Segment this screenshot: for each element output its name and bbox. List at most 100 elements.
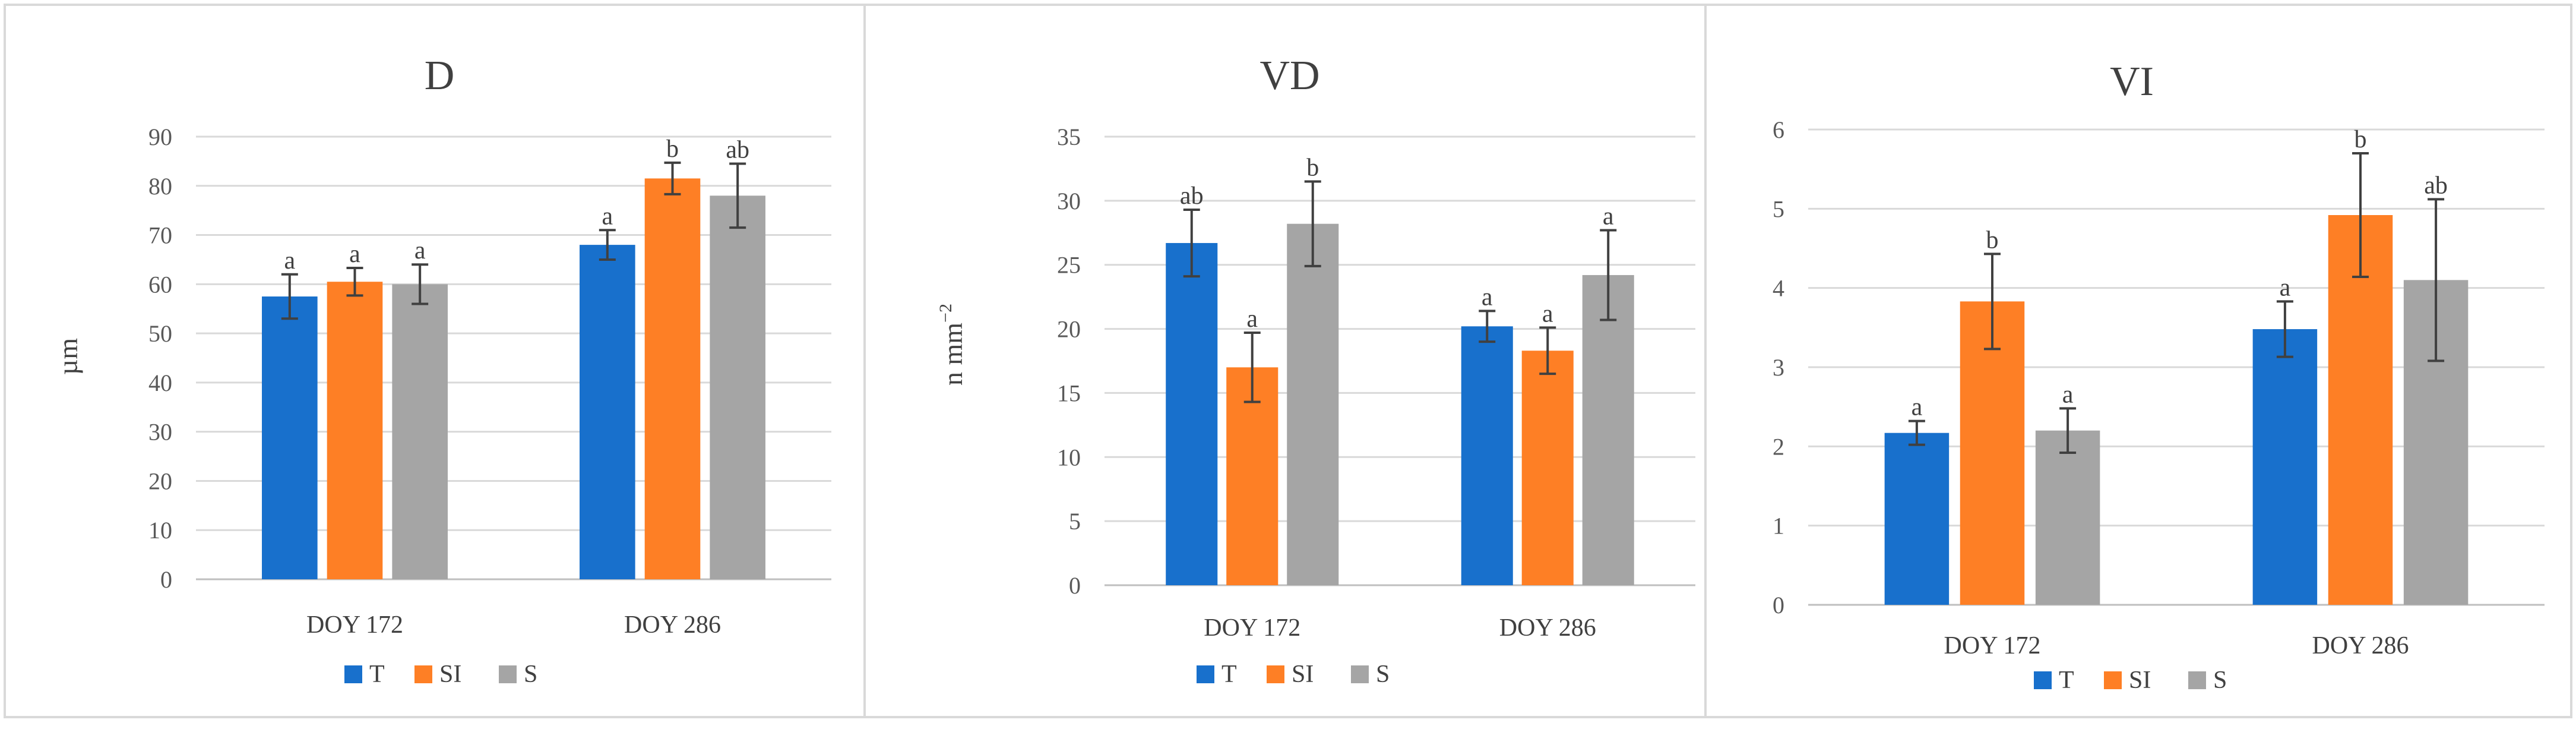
legend-swatch-s <box>499 665 517 683</box>
legend-label-s: S <box>1376 661 1390 688</box>
y-tick-label: 30 <box>148 419 172 446</box>
chart-title: VI <box>2110 59 2154 105</box>
x-category-label: DOY 286 <box>624 611 721 639</box>
significance-label: b <box>1986 226 1999 254</box>
y-tick-label: 10 <box>1057 444 1081 471</box>
legend-label-t: T <box>1221 661 1237 688</box>
significance-label: a <box>1482 283 1493 311</box>
legend-label-si: SI <box>1292 661 1314 688</box>
bar-s-doy-172 <box>2035 430 2100 605</box>
y-tick-label: 0 <box>1773 592 1784 618</box>
legend-label-si: SI <box>439 661 461 688</box>
y-tick-label: 0 <box>1069 572 1081 599</box>
y-axis-label-text: n mm <box>938 323 968 386</box>
x-category-label: DOY 286 <box>1499 614 1596 642</box>
y-tick-label: 2 <box>1773 433 1784 460</box>
y-tick-label: 60 <box>148 271 172 298</box>
legend-swatch-si <box>414 665 432 683</box>
bar-s-doy-286 <box>1582 274 1634 585</box>
panel-frame <box>863 4 1707 718</box>
legend: T SI S <box>2034 667 2227 694</box>
significance-label: a <box>1603 203 1614 230</box>
legend: T SI S <box>1197 661 1390 688</box>
bar-si-doy-286 <box>2328 215 2393 605</box>
y-tick-label: 0 <box>160 566 172 593</box>
bar-t-doy-172 <box>1884 433 1950 605</box>
x-category-label: DOY 172 <box>1204 614 1300 642</box>
significance-label: a <box>414 237 426 264</box>
significance-label: b <box>2355 126 2367 153</box>
significance-label: ab <box>1180 182 1204 210</box>
bar-t-doy-172 <box>1166 243 1218 585</box>
legend-swatch-si <box>1267 665 1284 683</box>
bar-t-doy-286 <box>2252 329 2318 605</box>
significance-label: ab <box>2424 172 2448 199</box>
y-tick-label: 70 <box>148 222 172 249</box>
legend-swatch-t <box>2034 671 2052 689</box>
significance-label: a <box>1246 305 1258 333</box>
y-tick-label: 5 <box>1069 508 1081 535</box>
bar-t-doy-172 <box>262 296 318 579</box>
bar-si-doy-286 <box>1521 351 1574 585</box>
y-tick-label: 40 <box>148 370 172 396</box>
y-tick-label: 15 <box>1057 380 1081 406</box>
significance-label: b <box>1306 154 1319 182</box>
y-axis-label: µm <box>53 338 83 375</box>
legend: T SI S <box>344 661 537 688</box>
significance-label: a <box>602 203 613 230</box>
significance-label: a <box>1542 300 1553 327</box>
legend-label-s: S <box>2213 667 2227 694</box>
legend-label-t: T <box>369 661 385 688</box>
x-category-label: DOY 172 <box>1944 632 2041 659</box>
bar-si-doy-172 <box>1960 301 2025 605</box>
x-category-label: DOY 172 <box>306 611 403 639</box>
y-tick-label: 25 <box>1057 252 1081 279</box>
y-tick-label: 20 <box>1057 316 1081 343</box>
y-tick-label: 5 <box>1773 195 1784 222</box>
y-tick-label: 4 <box>1773 275 1784 302</box>
bar-si-doy-172 <box>1226 367 1278 585</box>
legend-swatch-s <box>2188 671 2206 689</box>
significance-label: ab <box>726 137 749 164</box>
y-tick-label: 35 <box>1057 124 1081 150</box>
bar-si-doy-172 <box>327 282 383 579</box>
legend-swatch-si <box>2104 671 2122 689</box>
y-tick-label: 50 <box>148 320 172 347</box>
bar-t-doy-286 <box>580 245 635 580</box>
y-tick-label: 1 <box>1773 513 1784 539</box>
y-tick-label: 6 <box>1773 116 1784 143</box>
y-axis-label-text: µm <box>53 338 83 375</box>
significance-label: a <box>284 247 295 274</box>
bar-s-doy-172 <box>392 284 448 579</box>
y-tick-label: 20 <box>148 468 172 494</box>
bar-s-doy-172 <box>1287 223 1339 586</box>
y-tick-label: 90 <box>148 124 172 150</box>
y-axis-label-superscript: −2 <box>936 304 955 323</box>
chart-title: VD <box>1259 53 1319 99</box>
y-tick-label: 3 <box>1773 354 1784 381</box>
y-tick-label: 30 <box>1057 188 1081 214</box>
legend-label-s: S <box>524 661 537 688</box>
significance-label: a <box>2280 274 2291 301</box>
legend-swatch-t <box>344 665 362 683</box>
significance-label: a <box>1912 394 1923 421</box>
y-tick-label: 10 <box>148 517 172 544</box>
bar-si-doy-286 <box>644 178 701 580</box>
bar-s-doy-286 <box>710 195 765 579</box>
chart-title: D <box>425 53 455 99</box>
legend-swatch-s <box>1351 665 1369 683</box>
significance-label: a <box>2062 381 2074 408</box>
y-tick-label: 80 <box>148 173 172 200</box>
bar-t-doy-286 <box>1461 326 1513 585</box>
y-axis-label: n mm−2 <box>936 304 968 386</box>
legend-label-si: SI <box>2129 667 2151 694</box>
significance-label: a <box>349 241 360 268</box>
legend-label-t: T <box>2059 667 2074 694</box>
significance-label: b <box>666 135 679 163</box>
legend-swatch-t <box>1197 665 1214 683</box>
x-category-label: DOY 286 <box>2312 632 2409 659</box>
